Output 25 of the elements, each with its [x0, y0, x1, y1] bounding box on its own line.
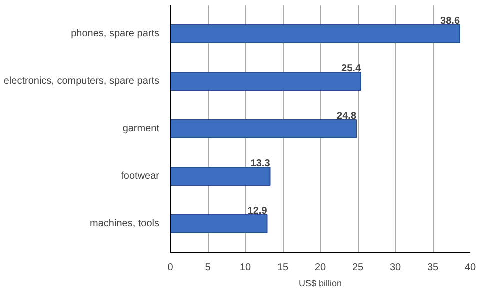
- y-tick-label: machines, tools: [90, 218, 160, 230]
- x-axis-title: US$ billion: [298, 278, 342, 288]
- data-label: 38.6: [440, 16, 460, 27]
- bar: [170, 119, 357, 139]
- x-tick-label: 5: [205, 262, 212, 274]
- x-tick-label: 35: [427, 262, 439, 274]
- data-label: 13.3: [250, 158, 271, 170]
- x-tick-label: 25: [352, 262, 364, 274]
- y-tick-label: footwear: [121, 171, 160, 182]
- x-tick-label: 0: [168, 262, 174, 274]
- data-label: 24.8: [337, 111, 357, 122]
- x-tick-label: 15: [277, 262, 289, 274]
- x-tick-label: 30: [390, 262, 402, 274]
- data-label: 25.4: [342, 64, 362, 74]
- x-tick-label: 40: [464, 262, 476, 274]
- y-tick-label: garment: [122, 124, 160, 134]
- x-tick-label: 10: [240, 262, 252, 274]
- bar: [170, 72, 362, 92]
- y-tick-label: electronics, computers, spare parts: [4, 76, 160, 87]
- x-tick-label: 20: [314, 262, 326, 274]
- bar: [170, 214, 268, 234]
- bar: [170, 166, 271, 186]
- data-label: 12.9: [248, 206, 268, 217]
- y-tick-label: phones, spare parts: [71, 28, 160, 40]
- bar: [170, 24, 460, 44]
